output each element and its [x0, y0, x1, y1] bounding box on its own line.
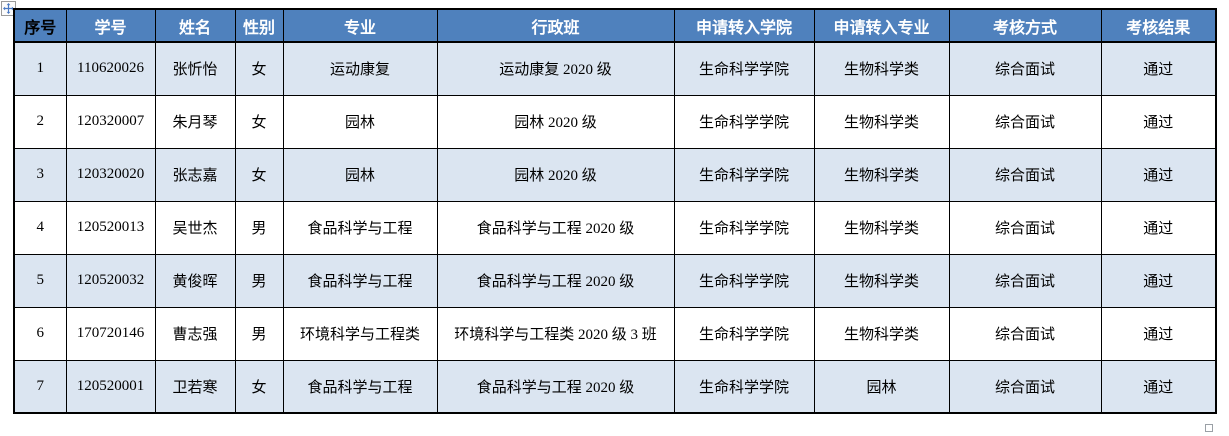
column-header[interactable]: 考核方式	[948, 8, 1102, 43]
column-header[interactable]: 申请转入学院	[673, 8, 815, 43]
table-cell[interactable]: 综合面试	[948, 147, 1102, 202]
table-cell[interactable]: 120320020	[65, 147, 156, 202]
table-cell[interactable]: 食品科学与工程	[282, 359, 438, 414]
table-cell[interactable]: 通过	[1100, 94, 1217, 149]
table-cell[interactable]: 食品科学与工程 2020 级	[436, 359, 675, 414]
table-cell[interactable]: 食品科学与工程 2020 级	[436, 253, 675, 308]
table-cell[interactable]: 食品科学与工程	[282, 253, 438, 308]
table-cell[interactable]: 综合面试	[948, 306, 1102, 361]
table-cell[interactable]: 综合面试	[948, 41, 1102, 96]
table-cell[interactable]: 通过	[1100, 306, 1217, 361]
table-cell[interactable]: 生命科学学院	[673, 200, 815, 255]
table-cell[interactable]: 120520013	[65, 200, 156, 255]
table-cell[interactable]: 生命科学学院	[673, 253, 815, 308]
table-cell[interactable]: 生命科学学院	[673, 359, 815, 414]
table-cell[interactable]: 通过	[1100, 200, 1217, 255]
table-cell[interactable]: 通过	[1100, 359, 1217, 414]
transfer-results-table: 序号 学号 姓名 性别 专业 行政班 申请转入学院 申请转入专业 考核方式 考核结果 1 11062…	[13, 8, 1217, 414]
table-row: 5 120520032 黄俊晖男食品科学与工程 食品科学与工程 2020 级生命科学学…	[13, 253, 1217, 308]
table-cell[interactable]: 张志嘉	[154, 147, 236, 202]
four-way-move-arrow-icon	[3, 3, 14, 14]
table-cell[interactable]: 综合面试	[948, 200, 1102, 255]
table-row: 3 120320020 张志嘉女园林 园林 2020 级生命科学学院 生物科学类 综合面试…	[13, 147, 1217, 202]
table-cell[interactable]: 120320007	[65, 94, 156, 149]
column-header[interactable]: 专业	[282, 8, 438, 43]
table-body: 1 110620026 张忻怡女运动康复 运动康复 2020 级生命科学学院 生物科学类…	[13, 41, 1217, 414]
table-cell[interactable]: 食品科学与工程 2020 级	[436, 200, 675, 255]
table-cell[interactable]: 环境科学与工程类 2020 级 3 班	[436, 306, 675, 361]
table-cell[interactable]: 2	[13, 94, 67, 149]
table-cell[interactable]: 卫若寒	[154, 359, 236, 414]
column-header[interactable]: 学号	[65, 8, 156, 43]
table-cell[interactable]: 园林 2020 级	[436, 147, 675, 202]
table-cell[interactable]: 生命科学学院	[673, 306, 815, 361]
table-cell[interactable]: 女	[234, 359, 284, 414]
column-header[interactable]: 序号	[13, 8, 67, 43]
table-cell[interactable]: 综合面试	[948, 359, 1102, 414]
table-cell[interactable]: 生物科学类	[813, 41, 950, 96]
table-row: 6 170720146 曹志强男环境科学与工程类 环境科学与工程类 2020 级 3 …	[13, 306, 1217, 361]
header-row: 序号 学号 姓名 性别 专业 行政班 申请转入学院 申请转入专业 考核方式 考核结果	[13, 8, 1217, 43]
table-cell[interactable]: 园林	[282, 94, 438, 149]
table-row: 4 120520013 吴世杰男食品科学与工程 食品科学与工程 2020 级生命科学学…	[13, 200, 1217, 255]
table-cell[interactable]: 食品科学与工程	[282, 200, 438, 255]
table-cell[interactable]: 生物科学类	[813, 94, 950, 149]
table-cell[interactable]: 生物科学类	[813, 200, 950, 255]
table-cell[interactable]: 女	[234, 41, 284, 96]
table-cell[interactable]: 通过	[1100, 41, 1217, 96]
table-cell[interactable]: 通过	[1100, 253, 1217, 308]
column-header[interactable]: 性别	[234, 8, 284, 43]
table-cell[interactable]: 170720146	[65, 306, 156, 361]
table-cell[interactable]: 120520001	[65, 359, 156, 414]
table-cell[interactable]: 吴世杰	[154, 200, 236, 255]
table-cell[interactable]: 园林 2020 级	[436, 94, 675, 149]
table-cell[interactable]: 运动康复 2020 级	[436, 41, 675, 96]
column-header[interactable]: 行政班	[436, 8, 675, 43]
column-header[interactable]: 姓名	[154, 8, 236, 43]
table-resize-handle[interactable]	[1205, 424, 1213, 432]
table-cell[interactable]: 1	[13, 41, 67, 96]
table-cell[interactable]: 生命科学学院	[673, 94, 815, 149]
table-cell[interactable]: 黄俊晖	[154, 253, 236, 308]
table-cell[interactable]: 环境科学与工程类	[282, 306, 438, 361]
table-cell[interactable]: 园林	[813, 359, 950, 414]
table-cell[interactable]: 生物科学类	[813, 253, 950, 308]
table-cell[interactable]: 曹志强	[154, 306, 236, 361]
table-cell[interactable]: 生物科学类	[813, 147, 950, 202]
table-cell[interactable]: 张忻怡	[154, 41, 236, 96]
table-cell[interactable]: 男	[234, 200, 284, 255]
table-cell[interactable]: 生命科学学院	[673, 147, 815, 202]
table-row: 7 120520001 卫若寒女食品科学与工程 食品科学与工程 2020 级生命科学学…	[13, 359, 1217, 414]
column-header[interactable]: 申请转入专业	[813, 8, 950, 43]
table-cell[interactable]: 园林	[282, 147, 438, 202]
table-row: 2 120320007 朱月琴女园林 园林 2020 级生命科学学院 生物科学类 综合面试…	[13, 94, 1217, 149]
table-cell[interactable]: 生命科学学院	[673, 41, 815, 96]
table-cell[interactable]: 综合面试	[948, 94, 1102, 149]
table-cell[interactable]: 运动康复	[282, 41, 438, 96]
table-cell[interactable]: 120520032	[65, 253, 156, 308]
table-row: 1 110620026 张忻怡女运动康复 运动康复 2020 级生命科学学院 生物科学类…	[13, 41, 1217, 96]
table-cell[interactable]: 4	[13, 200, 67, 255]
table-cell[interactable]: 6	[13, 306, 67, 361]
table-cell[interactable]: 7	[13, 359, 67, 414]
table-cell[interactable]: 朱月琴	[154, 94, 236, 149]
column-header[interactable]: 考核结果	[1100, 8, 1217, 43]
table-cell[interactable]: 5	[13, 253, 67, 308]
table-cell[interactable]: 综合面试	[948, 253, 1102, 308]
table-cell[interactable]: 男	[234, 253, 284, 308]
table-cell[interactable]: 男	[234, 306, 284, 361]
table-cell[interactable]: 通过	[1100, 147, 1217, 202]
table-cell[interactable]: 3	[13, 147, 67, 202]
table-cell[interactable]: 女	[234, 147, 284, 202]
table-cell[interactable]: 生物科学类	[813, 306, 950, 361]
table-cell[interactable]: 女	[234, 94, 284, 149]
table-cell[interactable]: 110620026	[65, 41, 156, 96]
